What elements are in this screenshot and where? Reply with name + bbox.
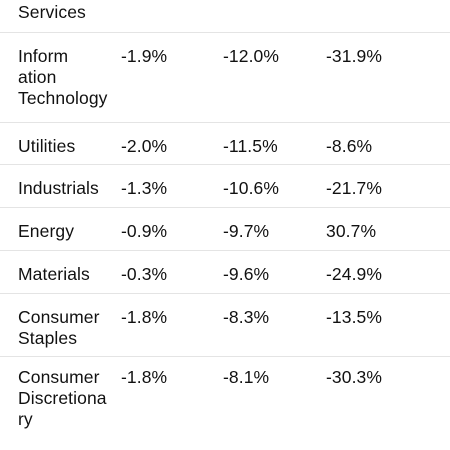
table-row: Services	[0, 0, 450, 33]
sector-name: Services	[18, 2, 86, 22]
sector-name: Energy	[18, 221, 75, 241]
sector-name-line: Technology	[18, 88, 108, 108]
week-change: -9.6%	[223, 264, 270, 284]
week-change: -8.3%	[223, 307, 270, 327]
ytd-change: -13.5%	[326, 307, 383, 327]
table-row: Consumer Discretiona ry -1.8% -8.1% -30.…	[0, 357, 450, 450]
sector-name: Materials	[18, 264, 90, 284]
ytd-change: 30.7%	[326, 221, 377, 241]
sector-name: Industrials	[18, 178, 99, 198]
sector-name-line: ation	[18, 67, 57, 87]
sector-name-line: Consumer	[18, 367, 100, 387]
week-change: -11.5%	[223, 136, 278, 156]
ytd-change: -8.6%	[326, 136, 373, 156]
sector-name: Utilities	[18, 136, 76, 156]
table-row: Consumer Staples -1.8% -8.3% -13.5%	[0, 294, 450, 357]
ytd-change: -24.9%	[326, 264, 383, 284]
week-change: -9.7%	[223, 221, 270, 241]
sector-name-line: Discretiona	[18, 388, 107, 408]
sector-name-line: ry	[18, 409, 33, 429]
sector-name: Consumer Staples	[18, 307, 122, 349]
ytd-change: -31.9%	[326, 46, 383, 66]
day-change: -0.3%	[121, 264, 168, 284]
day-change: -1.9%	[121, 46, 168, 66]
day-change: -1.8%	[121, 367, 168, 387]
day-change: -1.3%	[121, 178, 168, 198]
week-change: -12.0%	[223, 46, 280, 66]
week-change: -10.6%	[223, 178, 280, 198]
sector-name: Consumer Discretiona ry	[18, 367, 122, 430]
day-change: -2.0%	[121, 136, 168, 156]
day-change: -1.8%	[121, 307, 168, 327]
table-row: Materials -0.3% -9.6% -24.9%	[0, 251, 450, 294]
table-row: Energy -0.9% -9.7% 30.7%	[0, 208, 450, 251]
sector-name: Inform ation Technology	[18, 46, 122, 109]
ytd-change: -30.3%	[326, 367, 383, 387]
table-row: Utilities -2.0% -11.5% -8.6%	[0, 123, 450, 165]
sector-name-line: Consumer	[18, 307, 100, 327]
day-change: -0.9%	[121, 221, 168, 241]
sector-name-line: Staples	[18, 328, 78, 348]
table-row: Inform ation Technology -1.9% -12.0% -31…	[0, 33, 450, 123]
ytd-change: -21.7%	[326, 178, 383, 198]
table-row: Industrials -1.3% -10.6% -21.7%	[0, 165, 450, 208]
week-change: -8.1%	[223, 367, 270, 387]
sector-name-line: Inform	[18, 46, 69, 66]
